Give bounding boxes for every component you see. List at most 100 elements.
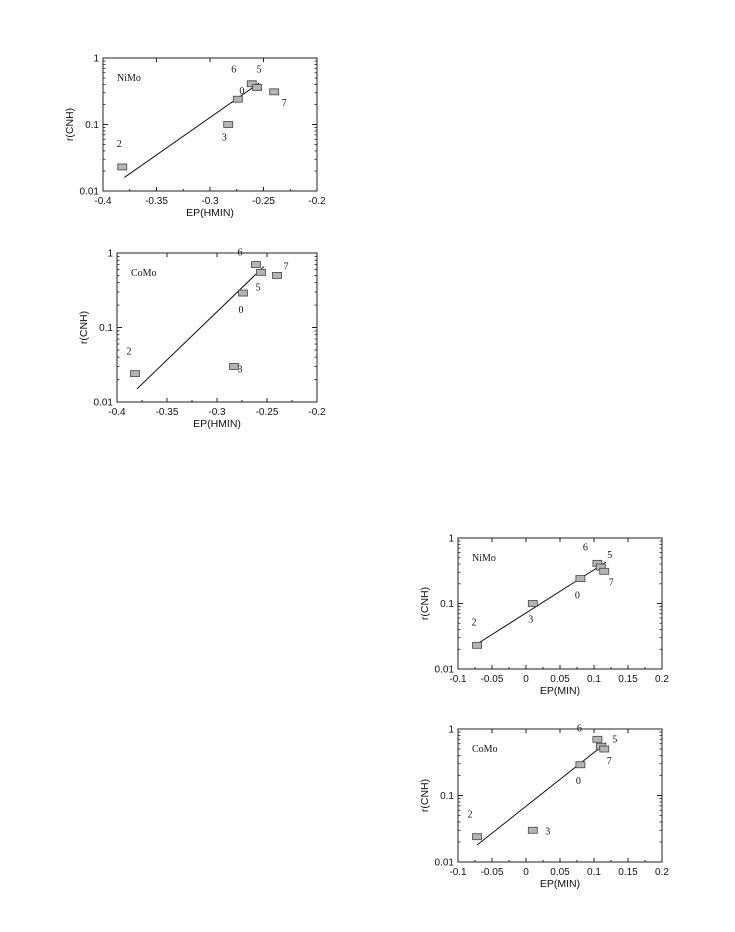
x-tick-label: 0 [523, 867, 529, 878]
data-point-2 [472, 641, 482, 649]
data-point-0 [238, 289, 248, 297]
point-label: 2 [127, 347, 132, 358]
data-point-5 [252, 84, 262, 91]
point-label: 3 [238, 364, 243, 375]
data-point-3 [223, 121, 234, 128]
data-point-7 [599, 745, 610, 753]
data-point-2 [472, 833, 482, 841]
point-label: 0 [239, 305, 244, 316]
data-point-2 [130, 370, 140, 378]
x-axis-label: EP(HMIN) [193, 418, 241, 430]
point-label: 5 [607, 550, 612, 561]
x-axis-label: EP(HMIN) [186, 207, 234, 219]
x-tick-label: 0.15 [618, 867, 638, 878]
y-axis-label: r(CNH) [419, 587, 431, 620]
point-label: 5 [256, 282, 261, 293]
x-tick-label: 0.15 [618, 674, 638, 685]
x-tick-label: -0.4 [108, 407, 126, 418]
point-label: 3 [545, 826, 550, 837]
chart-2: -0.4 -0.35 -0.3 -0.25 -0.2 0.01 0.1 1 EP(HMIN) r(… [78, 248, 326, 430]
y-tick-label: 1 [448, 725, 454, 736]
y-tick-label: 0.01 [435, 858, 455, 869]
panel-label: CoMo [472, 744, 498, 755]
point-label: 7 [607, 756, 612, 767]
x-tick-label: -0.1 [449, 674, 467, 685]
chart-1: -0.4 -0.35 -0.3 -0.25 -0.2 0.01 0.1 1 EP(HMIN) r(… [64, 54, 326, 220]
x-tick-label: 0 [523, 674, 529, 685]
point-label: 6 [238, 248, 243, 259]
data-point-7 [269, 88, 280, 96]
point-label: 7 [609, 577, 614, 588]
x-tick-label: -0.1 [449, 867, 467, 878]
x-axis-label: EP(MIN) [540, 878, 580, 890]
x-tick-label: 0.1 [587, 674, 601, 685]
y-tick-label: 1 [448, 534, 454, 545]
point-label: 7 [284, 261, 289, 272]
y-tick-label: 0.1 [85, 120, 99, 131]
fit-line [474, 561, 607, 646]
data-point-6 [246, 80, 257, 88]
data-point-3 [527, 600, 538, 607]
point-label: 6 [583, 542, 588, 553]
x-tick-label: -0.35 [145, 196, 168, 207]
data-point-7 [272, 272, 282, 279]
x-tick-label: -0.35 [156, 407, 179, 418]
x-tick-label: -0.25 [256, 407, 279, 418]
point-label: 2 [117, 139, 122, 150]
y-tick-label: 0.01 [80, 187, 100, 198]
x-tick-label: 0.05 [550, 867, 570, 878]
y-axis-label: r(CNH) [419, 779, 431, 812]
x-tick-label: -0.05 [481, 867, 504, 878]
chart-3: -0.1 -0.05 0 0.05 0.1 0.15 0.2 0.01 0.1 1 EP(MIN) r… [419, 534, 669, 698]
data-point-0 [575, 575, 586, 582]
point-label: 6 [231, 65, 236, 76]
data-point-3 [527, 826, 538, 834]
point-label: 7 [282, 98, 287, 109]
data-point-3 [229, 363, 239, 370]
x-axis-label: EP(MIN) [540, 685, 580, 697]
point-label: 5 [257, 65, 262, 76]
y-tick-label: 0.01 [94, 398, 114, 409]
point-label: 0 [576, 776, 581, 787]
point-label: 2 [468, 810, 473, 821]
y-axis-label: r(CNH) [78, 311, 90, 344]
panel-label: NiMo [117, 73, 141, 84]
x-tick-label: 0.2 [655, 674, 669, 685]
point-label: 6 [577, 723, 582, 734]
x-tick-label: -0.2 [308, 196, 326, 207]
x-tick-label: -0.3 [201, 196, 219, 207]
data-point-2 [117, 163, 128, 171]
point-label: 3 [528, 615, 533, 626]
data-point-6 [251, 261, 261, 268]
y-axis-label: r(CNH) [64, 108, 76, 141]
data-point-5 [256, 268, 266, 276]
point-label: 0 [575, 591, 580, 602]
point-label: 0 [239, 86, 244, 97]
data-point-7 [599, 567, 610, 575]
fit-line [476, 742, 607, 846]
x-tick-label: 0.2 [655, 867, 669, 878]
x-tick-label: -0.25 [252, 196, 275, 207]
panel-label: NiMo [472, 553, 496, 564]
panel-label: CoMo [131, 268, 157, 279]
y-tick-label: 0.01 [435, 665, 455, 676]
x-tick-label: 0.1 [587, 867, 601, 878]
data-point-6 [592, 735, 603, 743]
point-label: 5 [612, 734, 617, 745]
chart-4: -0.1 -0.05 0 0.05 0.1 0.15 0.2 0.01 0.1 1 EP(MIN) r… [419, 723, 669, 890]
point-label: 2 [472, 617, 477, 628]
x-tick-label: -0.2 [308, 407, 326, 418]
y-tick-label: 0.1 [440, 791, 454, 802]
fit-line [136, 266, 265, 390]
x-tick-label: -0.05 [481, 674, 504, 685]
y-tick-label: 0.1 [99, 323, 113, 334]
x-tick-label: 0.05 [550, 674, 570, 685]
data-point-0 [232, 95, 243, 103]
y-tick-label: 0.1 [440, 599, 454, 610]
y-tick-label: 1 [107, 249, 113, 260]
x-tick-label: -0.4 [94, 196, 112, 207]
y-tick-label: 1 [93, 54, 99, 65]
point-label: 3 [222, 133, 227, 144]
data-point-0 [575, 761, 586, 769]
